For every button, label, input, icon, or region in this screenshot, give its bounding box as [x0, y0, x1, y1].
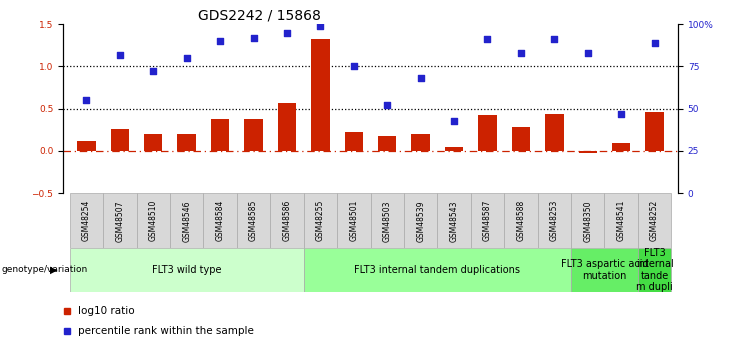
Bar — [337, 193, 370, 248]
Point — [515, 50, 527, 56]
Text: FLT3 internal tandem duplications: FLT3 internal tandem duplications — [354, 265, 520, 275]
Point — [181, 55, 193, 61]
Text: FLT3
internal
tande
m dupli: FLT3 internal tande m dupli — [636, 248, 674, 292]
Point — [147, 69, 159, 74]
Text: GSM48587: GSM48587 — [483, 200, 492, 242]
Bar — [571, 193, 605, 248]
Text: GSM48543: GSM48543 — [450, 200, 459, 242]
Bar — [237, 193, 270, 248]
Text: GSM48510: GSM48510 — [149, 200, 158, 242]
Bar — [270, 193, 304, 248]
Point — [648, 40, 660, 46]
Bar — [245, 119, 263, 151]
Point — [415, 76, 427, 81]
Bar — [144, 134, 162, 151]
Point — [448, 118, 460, 123]
Text: percentile rank within the sample: percentile rank within the sample — [78, 326, 253, 336]
Point — [482, 37, 494, 42]
Bar — [177, 134, 196, 151]
Point — [615, 111, 627, 117]
Text: GSM48539: GSM48539 — [416, 200, 425, 242]
Bar — [304, 193, 337, 248]
Bar — [638, 248, 671, 292]
Bar — [103, 193, 136, 248]
Text: GSM48503: GSM48503 — [382, 200, 392, 242]
Text: GSM48255: GSM48255 — [316, 200, 325, 242]
Text: FLT3 wild type: FLT3 wild type — [152, 265, 222, 275]
Point — [548, 37, 560, 42]
Text: FLT3 aspartic acid
mutation: FLT3 aspartic acid mutation — [561, 259, 648, 281]
Point — [114, 52, 126, 57]
Bar — [605, 193, 638, 248]
Text: GSM48254: GSM48254 — [82, 200, 91, 242]
Bar — [110, 129, 129, 151]
Text: log10 ratio: log10 ratio — [78, 306, 134, 315]
Point — [314, 23, 326, 29]
Bar — [411, 134, 430, 151]
Text: genotype/variation: genotype/variation — [1, 265, 87, 275]
Bar — [445, 147, 463, 151]
Text: GSM48253: GSM48253 — [550, 200, 559, 242]
Text: GSM48501: GSM48501 — [349, 200, 359, 242]
Bar — [579, 151, 597, 152]
Text: GSM48350: GSM48350 — [583, 200, 592, 242]
Bar — [638, 193, 671, 248]
Bar — [304, 248, 571, 292]
Bar — [77, 141, 96, 151]
Text: GSM48546: GSM48546 — [182, 200, 191, 242]
Point — [81, 97, 93, 103]
Bar — [378, 136, 396, 151]
Bar — [512, 127, 530, 151]
Text: GSM48585: GSM48585 — [249, 200, 258, 242]
Bar — [70, 248, 304, 292]
Bar — [645, 112, 664, 151]
Bar — [538, 193, 571, 248]
Bar — [370, 193, 404, 248]
Point — [582, 50, 594, 56]
Bar — [170, 193, 203, 248]
Text: GSM48584: GSM48584 — [216, 200, 225, 242]
Bar — [70, 193, 103, 248]
Bar — [211, 119, 229, 151]
Bar — [404, 193, 437, 248]
Text: GSM48588: GSM48588 — [516, 200, 525, 242]
Bar — [504, 193, 538, 248]
Bar — [136, 193, 170, 248]
Text: GSM48586: GSM48586 — [282, 200, 291, 242]
Point — [281, 30, 293, 35]
Bar — [571, 248, 638, 292]
Point — [382, 102, 393, 108]
Bar — [437, 193, 471, 248]
Text: GSM48541: GSM48541 — [617, 200, 625, 242]
Bar — [203, 193, 237, 248]
Text: ▶: ▶ — [50, 265, 58, 275]
Bar — [478, 116, 496, 151]
Bar — [612, 143, 631, 151]
Point — [214, 38, 226, 44]
Bar — [278, 103, 296, 151]
Bar — [471, 193, 504, 248]
Text: GSM48252: GSM48252 — [650, 200, 659, 242]
Point — [247, 35, 259, 40]
Text: GDS2242 / 15868: GDS2242 / 15868 — [199, 9, 321, 23]
Point — [348, 63, 359, 69]
Bar — [345, 132, 363, 151]
Bar — [311, 39, 330, 151]
Bar — [545, 114, 564, 151]
Text: GSM48507: GSM48507 — [116, 200, 124, 242]
